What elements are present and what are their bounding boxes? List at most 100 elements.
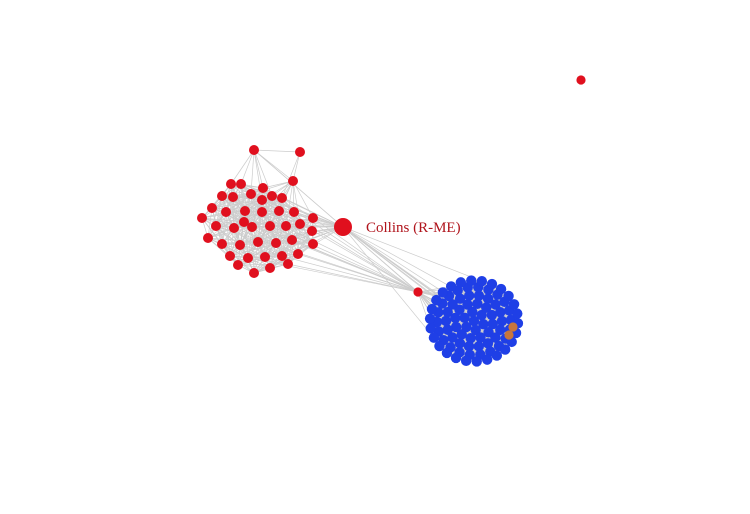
democrat-node[interactable] xyxy=(424,313,436,324)
republican-node[interactable] xyxy=(257,207,267,217)
democrat-node[interactable] xyxy=(470,324,481,336)
highlighted-node-collins[interactable] xyxy=(334,218,352,236)
democrat-node[interactable] xyxy=(490,332,501,343)
republican-node[interactable] xyxy=(271,238,281,248)
republican-node[interactable] xyxy=(229,223,239,233)
republican-node[interactable] xyxy=(308,213,318,223)
democrat-node[interactable] xyxy=(445,281,457,292)
republican-node[interactable] xyxy=(283,259,293,269)
republican-node[interactable] xyxy=(235,240,245,250)
democrat-node[interactable] xyxy=(495,324,506,336)
republican-node[interactable] xyxy=(287,235,297,245)
democrat-node[interactable] xyxy=(468,315,480,327)
republican-node[interactable] xyxy=(246,189,256,199)
democrat-node[interactable] xyxy=(471,356,482,367)
democrat-node[interactable] xyxy=(450,352,462,364)
democrat-node[interactable] xyxy=(486,278,498,290)
republican-node[interactable] xyxy=(225,251,235,261)
democrat-node[interactable] xyxy=(465,333,476,344)
republican-node[interactable] xyxy=(308,239,318,249)
republican-node[interactable] xyxy=(289,207,299,217)
republican-node[interactable] xyxy=(197,213,207,223)
democrat-node[interactable] xyxy=(447,299,458,310)
democrat-node[interactable] xyxy=(450,321,462,333)
republican-node[interactable] xyxy=(295,147,305,157)
republican-node[interactable] xyxy=(288,176,298,186)
republican-node[interactable] xyxy=(233,260,243,270)
republican-node[interactable] xyxy=(258,183,268,193)
republican-node[interactable] xyxy=(307,226,317,236)
republican-node[interactable] xyxy=(257,195,267,205)
republican-node[interactable] xyxy=(281,221,291,231)
democrat-node[interactable] xyxy=(490,299,501,310)
democrat-node[interactable] xyxy=(462,299,473,310)
democrat-node[interactable] xyxy=(456,329,467,340)
democrat-node[interactable] xyxy=(428,332,440,343)
democrat-node[interactable] xyxy=(460,355,472,367)
democrat-node[interactable] xyxy=(455,277,467,288)
democrat-node[interactable] xyxy=(476,309,487,321)
republican-node[interactable] xyxy=(217,239,227,249)
republican-node[interactable] xyxy=(211,221,221,231)
democrat-node[interactable] xyxy=(475,332,486,343)
democrat-node[interactable] xyxy=(425,323,436,334)
democrat-node[interactable] xyxy=(426,303,438,315)
democrat-node[interactable] xyxy=(473,290,485,301)
democrat-node[interactable] xyxy=(481,354,493,365)
democrat-node[interactable] xyxy=(496,315,508,327)
democrat-node[interactable] xyxy=(481,302,492,313)
democrat-node[interactable] xyxy=(466,275,477,286)
republican-node[interactable] xyxy=(295,219,305,229)
democrat-node[interactable] xyxy=(461,321,472,333)
democrat-node[interactable] xyxy=(454,293,466,304)
democrat-node[interactable] xyxy=(476,275,488,287)
democrat-node[interactable] xyxy=(464,290,475,301)
republican-node[interactable] xyxy=(265,263,275,273)
republican-node[interactable] xyxy=(217,191,227,201)
democrat-node[interactable] xyxy=(499,344,511,355)
republican-node[interactable] xyxy=(240,206,250,216)
republican-node[interactable] xyxy=(249,268,259,278)
democrat-node[interactable] xyxy=(467,306,478,318)
republican-node[interactable] xyxy=(226,179,236,189)
republican-node[interactable] xyxy=(247,222,257,232)
bridge-node[interactable] xyxy=(413,287,423,297)
democrat-node[interactable] xyxy=(503,290,514,302)
republican-node[interactable] xyxy=(265,221,275,231)
democrat-node[interactable] xyxy=(472,298,483,309)
democrat-node[interactable] xyxy=(512,308,523,319)
republican-node[interactable] xyxy=(243,253,253,263)
democrat-node[interactable] xyxy=(442,324,453,335)
republican-node[interactable] xyxy=(239,217,249,227)
democrat-node[interactable] xyxy=(487,318,498,330)
republican-node[interactable] xyxy=(274,206,284,216)
republican-node[interactable] xyxy=(293,249,303,259)
democrat-node[interactable] xyxy=(431,294,442,306)
democrat-node[interactable] xyxy=(478,318,489,330)
democrat-node[interactable] xyxy=(442,306,453,318)
democrat-node[interactable] xyxy=(508,299,520,310)
democrat-node[interactable] xyxy=(486,309,498,321)
republican-node[interactable] xyxy=(249,145,259,155)
democrat-node[interactable] xyxy=(495,307,506,318)
republican-node[interactable] xyxy=(277,251,287,261)
republican-node[interactable] xyxy=(228,192,238,202)
isolated-node[interactable] xyxy=(576,75,586,85)
republican-node[interactable] xyxy=(207,203,217,213)
democrat-node[interactable] xyxy=(437,287,449,298)
democrat-node[interactable] xyxy=(459,312,470,324)
republican-node[interactable] xyxy=(253,237,263,247)
democrat-node[interactable] xyxy=(473,341,484,352)
democrat-node[interactable] xyxy=(495,283,507,295)
independent-node[interactable] xyxy=(508,322,518,332)
democrat-node[interactable] xyxy=(440,315,452,327)
republican-node[interactable] xyxy=(267,191,277,201)
democrat-node[interactable] xyxy=(447,332,458,343)
democrat-node[interactable] xyxy=(434,340,445,352)
democrat-node[interactable] xyxy=(491,350,503,361)
republican-node[interactable] xyxy=(260,252,270,262)
democrat-node[interactable] xyxy=(441,347,453,359)
republican-node[interactable] xyxy=(203,233,213,243)
democrat-node[interactable] xyxy=(482,338,494,349)
republican-node[interactable] xyxy=(221,207,231,217)
